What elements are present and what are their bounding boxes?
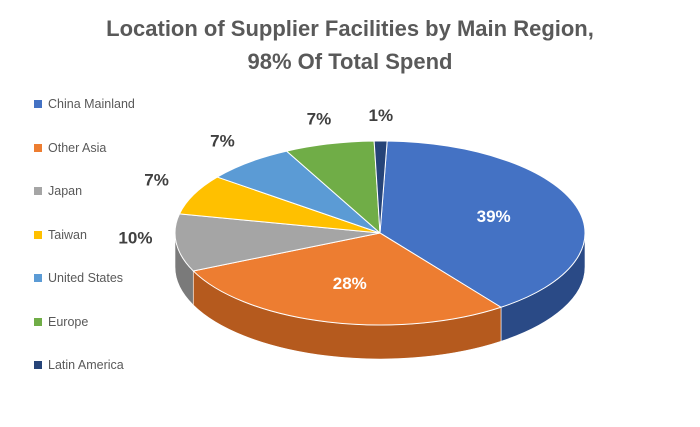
- chart-title: Location of Supplier Facilities by Main …: [0, 12, 700, 78]
- legend-swatch: [34, 361, 42, 369]
- legend-item-latin-america: Latin America: [34, 357, 135, 373]
- chart-legend: China Mainland Other Asia Japan Taiwan Unite…: [34, 96, 135, 401]
- chart-title-line-2: 98% Of Total Spend: [247, 49, 453, 74]
- legend-label: Japan: [48, 184, 83, 198]
- legend-label: Latin America: [48, 358, 124, 372]
- legend-swatch: [34, 230, 42, 239]
- legend-swatch: [34, 274, 42, 282]
- data-label-japan: 10%: [118, 228, 152, 247]
- legend-swatch: [34, 143, 42, 152]
- pie-slice-other-asia: [192, 232, 502, 326]
- legend-label: China Mainland: [48, 97, 135, 111]
- legend-item-united-states: United States: [34, 270, 135, 286]
- legend-label: Other Asia: [48, 140, 107, 155]
- pie-slice-latin-america: [373, 140, 388, 234]
- data-label-taiwan: 7%: [144, 170, 169, 189]
- legend-item-taiwan: Taiwan: [34, 227, 135, 243]
- legend-swatch: [34, 100, 42, 108]
- legend-swatch: [34, 187, 42, 195]
- chart-title-line-1: Location of Supplier Facilities by Main …: [106, 16, 594, 41]
- pie-data-labels: 39% 28% 10% 7% 7% 7% 1%: [118, 106, 510, 293]
- pie-side-walls: [174, 232, 586, 360]
- legend-item-china-mainland: China Mainland: [34, 96, 135, 112]
- pie-slice-china-mainland: [379, 140, 586, 308]
- legend-item-japan: Japan: [34, 183, 135, 199]
- legend-item-other-asia: Other Asia: [34, 140, 135, 156]
- legend-label: Taiwan: [48, 227, 87, 242]
- legend-item-europe: Europe: [34, 314, 135, 330]
- legend-label: United States: [48, 271, 124, 285]
- data-label-other-asia: 28%: [333, 274, 367, 293]
- legend-label: Europe: [48, 314, 89, 329]
- pie-top: [174, 140, 586, 326]
- data-label-united-states: 7%: [210, 132, 235, 151]
- data-label-china-mainland: 39%: [477, 207, 511, 226]
- legend-swatch: [34, 317, 42, 326]
- data-label-europe: 7%: [307, 110, 332, 129]
- data-label-latin-america: 1%: [368, 106, 393, 125]
